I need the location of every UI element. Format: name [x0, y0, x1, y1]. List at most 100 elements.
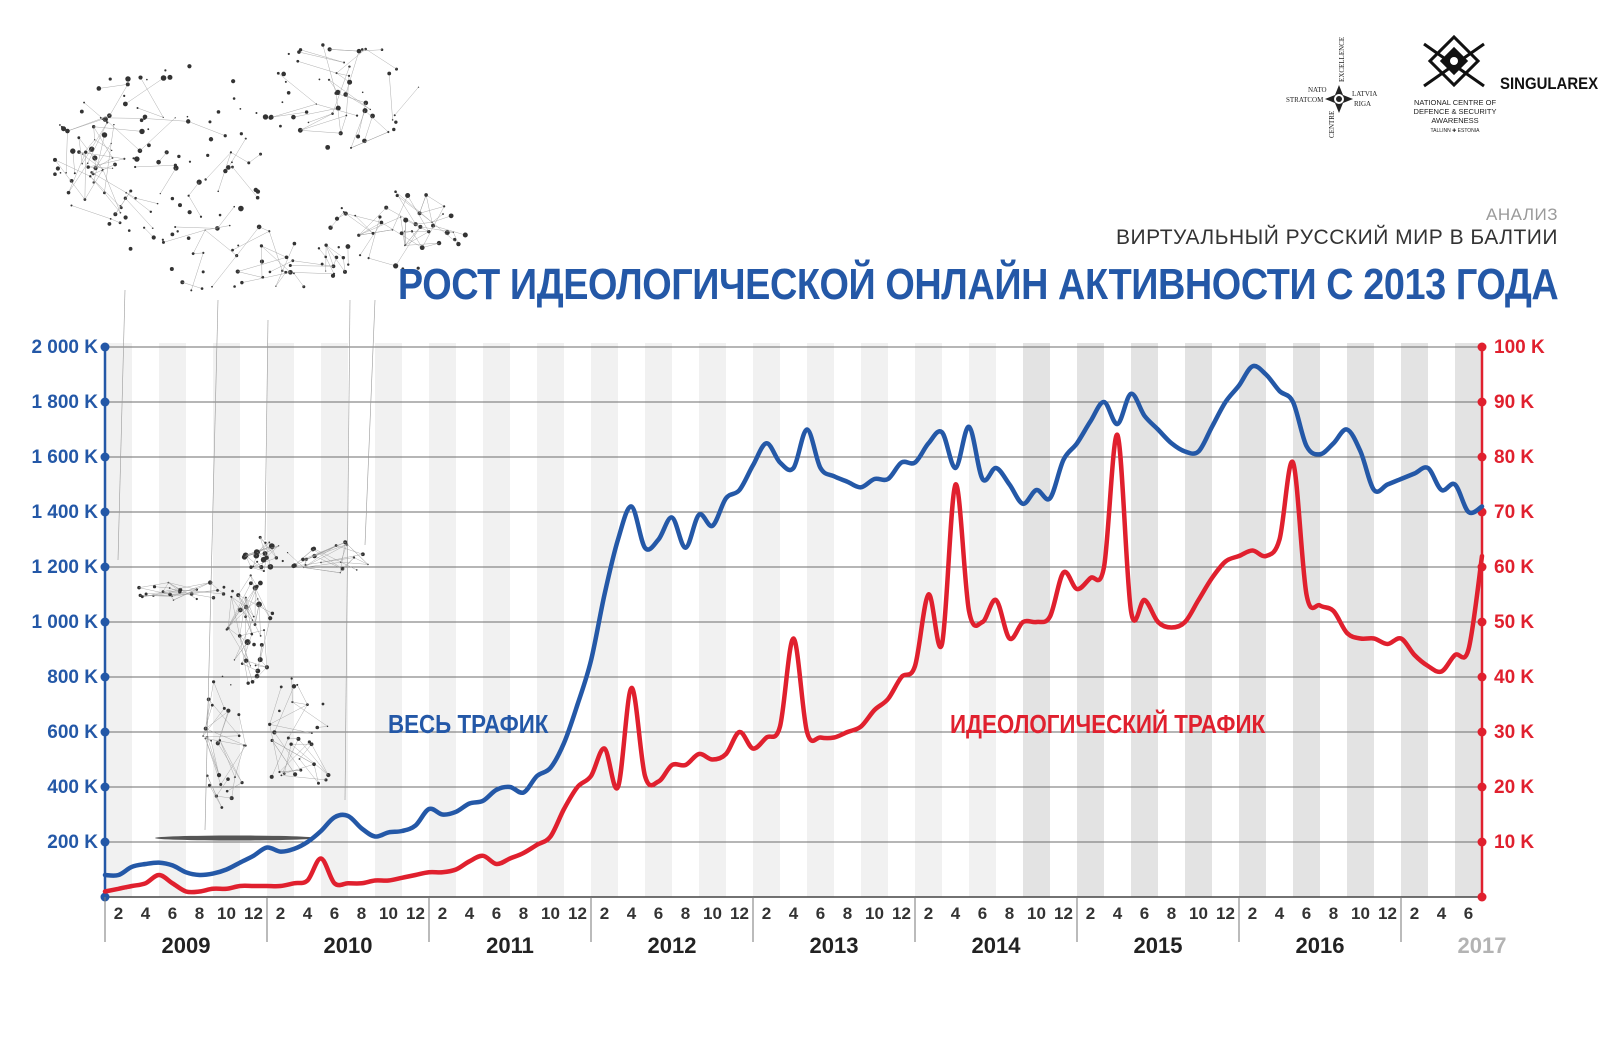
- network-link: [358, 49, 383, 52]
- month-band: [807, 343, 834, 897]
- network-link: [297, 684, 308, 705]
- network-link: [238, 714, 246, 746]
- x-tick-label: 4: [1113, 904, 1123, 923]
- network-node: [341, 255, 346, 260]
- network-link: [205, 738, 244, 746]
- network-link: [83, 102, 108, 123]
- network-link: [245, 616, 253, 635]
- y-right-ticks: 10 K 20 K 30 K 40 K 50 K 60 K 70 K 80 K 90 K 100 …: [1477, 337, 1545, 902]
- x-tick-label: 6: [1464, 904, 1473, 923]
- network-link: [271, 737, 289, 778]
- network-node: [393, 263, 399, 269]
- x-tick-label: 12: [1054, 904, 1073, 923]
- network-link: [248, 153, 261, 164]
- network-node: [325, 144, 331, 150]
- network-node: [111, 167, 114, 169]
- network-link: [269, 686, 282, 725]
- x-tick-label: 2: [924, 904, 933, 923]
- network-node: [232, 97, 236, 100]
- network-link: [328, 79, 371, 110]
- network-node: [448, 213, 454, 219]
- network-node: [279, 124, 282, 128]
- network-node: [296, 683, 299, 686]
- x-tick-label: 6: [492, 904, 501, 923]
- network-link: [419, 194, 427, 214]
- network-link: [207, 736, 220, 776]
- network-node: [60, 125, 63, 128]
- network-link: [431, 222, 459, 245]
- network-link: [265, 542, 271, 567]
- network-link: [239, 635, 251, 666]
- network-node: [187, 194, 190, 197]
- puppet-string: [117, 289, 126, 561]
- network-link: [241, 272, 291, 283]
- network-node: [123, 94, 126, 98]
- y-left-tick-dot: [100, 507, 110, 517]
- y-right-tick-label: 60 K: [1494, 557, 1534, 578]
- network-node: [231, 248, 234, 252]
- network-link: [364, 115, 373, 141]
- network-node: [254, 673, 260, 679]
- network-link: [274, 686, 295, 733]
- network-node: [228, 224, 231, 227]
- network-node: [363, 100, 369, 106]
- network-node: [356, 134, 361, 139]
- network-node: [355, 569, 358, 571]
- month-band: [645, 343, 672, 897]
- network-link: [138, 587, 171, 595]
- network-node: [259, 643, 264, 647]
- network-link: [314, 555, 343, 569]
- network-link: [358, 207, 387, 236]
- network-link: [345, 213, 382, 223]
- network-node: [216, 110, 221, 114]
- page-title: РОСТ ИДЕОЛОГИЧЕСКОЙ ОНЛАЙН АКТИВНОСТИ С …: [397, 260, 1559, 309]
- network-link: [72, 151, 76, 174]
- nato-word-0: NATO: [1308, 86, 1327, 94]
- time-bands: [105, 343, 1482, 897]
- network-node: [369, 108, 371, 111]
- network-link: [263, 630, 268, 668]
- network-node: [156, 159, 161, 165]
- network-link: [110, 124, 115, 144]
- network-link: [237, 271, 263, 278]
- month-band: [429, 343, 456, 897]
- network-node: [264, 555, 269, 560]
- network-node: [347, 263, 350, 266]
- y-left-tick-dot: [100, 342, 110, 352]
- network-node: [177, 203, 182, 208]
- nato-word-1: STRATCOM: [1286, 96, 1324, 104]
- network-node: [220, 806, 224, 809]
- network-link: [325, 245, 346, 272]
- network-link: [257, 644, 262, 672]
- network-node: [360, 48, 364, 51]
- series-line-ideological-traffic: [102, 432, 1485, 895]
- network-link: [271, 740, 296, 775]
- network-node: [96, 86, 102, 91]
- x-tick-label: 10: [1027, 904, 1046, 923]
- network-link: [419, 206, 445, 214]
- network-node: [202, 735, 204, 737]
- network-node: [324, 255, 328, 259]
- network-link: [100, 117, 145, 119]
- y-left-tick-dot: [100, 837, 110, 847]
- network-link: [87, 122, 108, 164]
- network-node: [223, 134, 227, 138]
- network-node: [307, 121, 310, 124]
- network-node: [278, 770, 281, 774]
- network-link: [239, 597, 247, 636]
- nato-stratcom-logo: NATO STRATCOM CENTRE EXCELLENCE LATVIA R…: [1286, 37, 1377, 138]
- y-left-tick-label: 800 K: [47, 667, 98, 688]
- network-node: [191, 252, 195, 256]
- annotation-total-traffic: ВЕСЬ ТРАФИК: [388, 710, 549, 739]
- ncdsa-place: TALLINN ✚ ESTONIA: [1430, 128, 1480, 134]
- network-link: [216, 778, 229, 797]
- y-right-tick-label: 100 K: [1494, 337, 1545, 358]
- network-link: [98, 84, 128, 89]
- network-node: [164, 69, 167, 72]
- network-node: [256, 560, 259, 563]
- network-node: [280, 774, 283, 777]
- network-link: [227, 782, 243, 792]
- network-node: [59, 172, 62, 174]
- network-node: [442, 213, 444, 215]
